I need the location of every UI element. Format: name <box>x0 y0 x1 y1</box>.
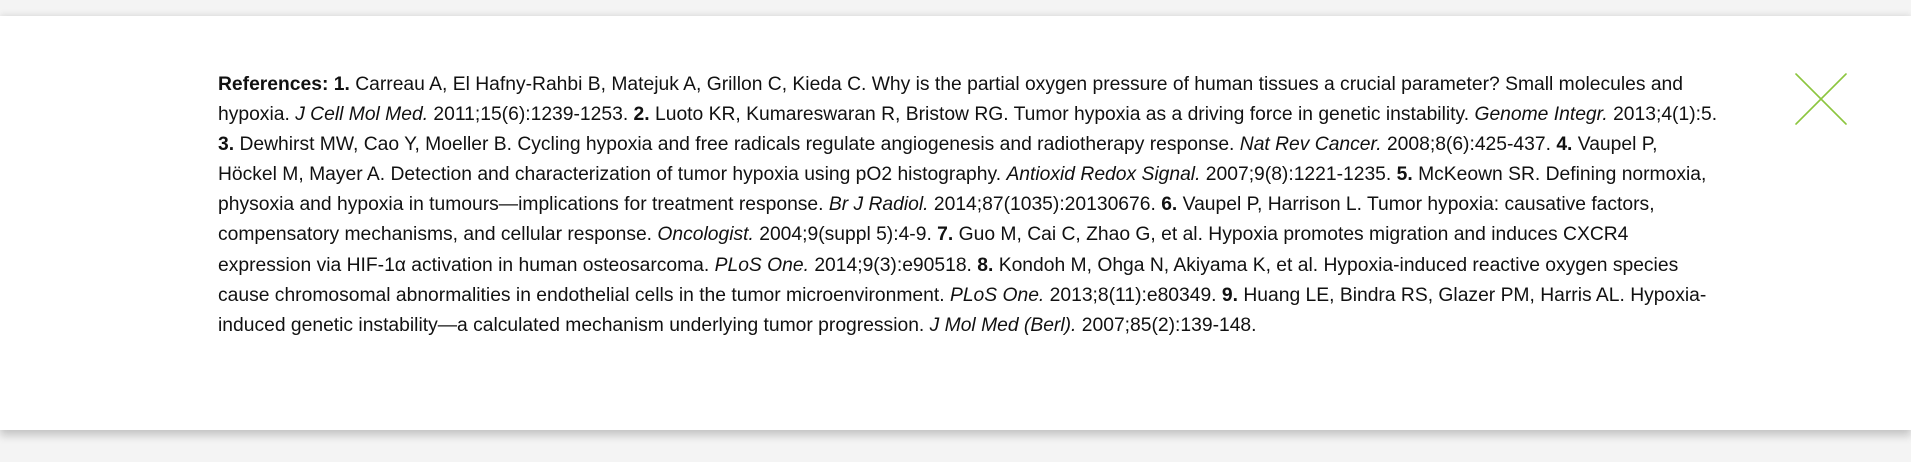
reference-text: Luoto KR, Kumareswaran R, Bristow RG. Tu… <box>655 104 1470 126</box>
reference-journal: PLoS One. <box>714 254 809 276</box>
reference-number: 9. <box>1221 284 1238 306</box>
reference-number: 5. <box>1396 164 1413 186</box>
reference-item: 1. Carreau A, El Hafny-Rahbi B, Matejuk … <box>218 74 1683 125</box>
reference-journal: Nat Rev Cancer. <box>1239 134 1382 156</box>
references-text: References: 1. Carreau A, El Hafny-Rahbi… <box>218 70 1718 341</box>
reference-citation: 2008;8(6):425-437. <box>1386 134 1551 156</box>
reference-journal: J Mol Med (Berl). <box>929 314 1077 336</box>
reference-item: 8. Kondoh M, Ohga N, Akiyama K, et al. H… <box>218 255 1678 306</box>
reference-item: 6. Vaupel P, Harrison L. Tumor hypoxia: … <box>218 194 1655 245</box>
reference-item: 5. McKeown SR. Defining normoxia, physox… <box>218 164 1706 215</box>
reference-journal: Genome Integr. <box>1474 104 1608 126</box>
reference-text: Vaupel P, Höckel M, Mayer A. Detection a… <box>218 134 1658 186</box>
reference-number: 2. <box>633 104 650 126</box>
reference-citation: 2011;15(6):1239-1253. <box>433 104 629 126</box>
reference-text: Vaupel P, Harrison L. Tumor hypoxia: cau… <box>218 194 1655 246</box>
reference-number: 1. <box>333 74 350 95</box>
reference-journal: Oncologist. <box>657 224 754 246</box>
reference-text: Huang LE, Bindra RS, Glazer PM, Harris A… <box>218 284 1707 336</box>
reference-text: Kondoh M, Ohga N, Akiyama K, et al. Hypo… <box>218 254 1679 306</box>
reference-number: 3. <box>218 134 235 156</box>
references-modal: References: 1. Carreau A, El Hafny-Rahbi… <box>0 16 1911 430</box>
reference-citation: 2004;9(suppl 5):4-9. <box>759 224 932 246</box>
reference-number: 8. <box>977 254 994 276</box>
reference-text: Dewhirst MW, Cao Y, Moeller B. Cycling h… <box>239 134 1235 156</box>
reference-text: McKeown SR. Defining normoxia, physoxia … <box>218 164 1707 216</box>
reference-citation: 2013;8(11):e80349. <box>1049 284 1217 306</box>
reference-citation: 2007;9(8):1221-1235. <box>1205 164 1392 186</box>
reference-number: 4. <box>1556 134 1573 156</box>
reference-item: 2. Luoto KR, Kumareswaran R, Bristow RG.… <box>634 104 1718 125</box>
reference-citation: 2013;4(1):5. <box>1613 104 1718 126</box>
reference-item: 9. Huang LE, Bindra RS, Glazer PM, Harri… <box>218 285 1706 336</box>
reference-item: 7. Guo M, Cai C, Zhao G, et al. Hypoxia … <box>218 224 1628 275</box>
reference-item: 3. Dewhirst MW, Cao Y, Moeller B. Cyclin… <box>218 134 1551 155</box>
reference-citation: 2007;85(2):139-148. <box>1081 314 1257 336</box>
reference-journal: Br J Radiol. <box>828 194 929 216</box>
reference-citation: 2014;87(1035):20130676. <box>933 194 1156 216</box>
close-button[interactable] <box>1790 68 1852 130</box>
reference-journal: Antioxid Redox Signal. <box>1006 164 1201 186</box>
close-icon <box>1795 73 1847 125</box>
reference-number: 7. <box>937 224 954 246</box>
reference-number: 6. <box>1161 194 1178 216</box>
reference-citation: 2014;9(3):e90518. <box>814 254 972 276</box>
reference-journal: PLoS One. <box>949 284 1045 306</box>
reference-item: 4. Vaupel P, Höckel M, Mayer A. Detectio… <box>218 134 1657 185</box>
references-heading: References: <box>218 74 329 95</box>
reference-text: Carreau A, El Hafny-Rahbi B, Matejuk A, … <box>218 74 1683 126</box>
reference-journal: J Cell Mol Med. <box>295 104 429 126</box>
reference-text: Guo M, Cai C, Zhao G, et al. Hypoxia pro… <box>218 224 1629 276</box>
